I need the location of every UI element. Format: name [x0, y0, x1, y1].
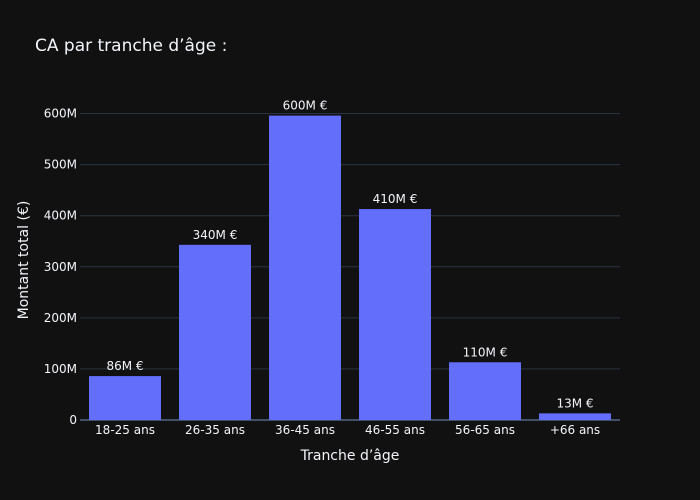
x-axis-title: Tranche d’âge	[300, 448, 400, 464]
y-tick-label: 100M	[44, 362, 77, 376]
bar	[359, 209, 431, 420]
y-tick-label: 500M	[44, 158, 77, 172]
gridlines	[80, 113, 620, 421]
bar	[449, 362, 521, 420]
y-axis-ticks: 0 100M 200M 300M 400M 500M 600M	[44, 107, 77, 427]
data-label: 410M €	[373, 192, 418, 206]
y-tick-label: 0	[69, 413, 77, 427]
data-labels: 86M € 340M € 600M € 410M € 110M € 13M €	[106, 99, 593, 411]
y-tick-label: 300M	[44, 260, 77, 274]
data-label: 110M €	[463, 345, 508, 359]
data-label: 13M €	[556, 396, 593, 410]
x-tick-label: 26-35 ans	[185, 423, 245, 437]
y-axis-title: Montant total (€)	[16, 201, 32, 320]
bar	[179, 244, 251, 420]
bars	[89, 115, 611, 420]
y-tick-label: 200M	[44, 311, 77, 325]
y-tick-label: 600M	[44, 107, 77, 121]
data-label: 86M €	[106, 359, 143, 373]
x-tick-label: +66 ans	[550, 423, 600, 437]
data-label: 600M €	[283, 99, 328, 113]
x-tick-label: 46-55 ans	[365, 423, 425, 437]
x-tick-label: 18-25 ans	[95, 423, 155, 437]
bar	[89, 376, 161, 420]
x-axis-ticks: 18-25 ans 26-35 ans 36-45 ans 46-55 ans 56-6…	[95, 423, 600, 437]
data-label: 340M €	[193, 228, 238, 242]
y-tick-label: 400M	[44, 209, 77, 223]
bar	[269, 115, 341, 420]
bar	[539, 413, 611, 420]
chart-title: CA par tranche d’âge :	[35, 36, 227, 56]
x-tick-label: 36-45 ans	[275, 423, 335, 437]
x-tick-label: 56-65 ans	[455, 423, 515, 437]
